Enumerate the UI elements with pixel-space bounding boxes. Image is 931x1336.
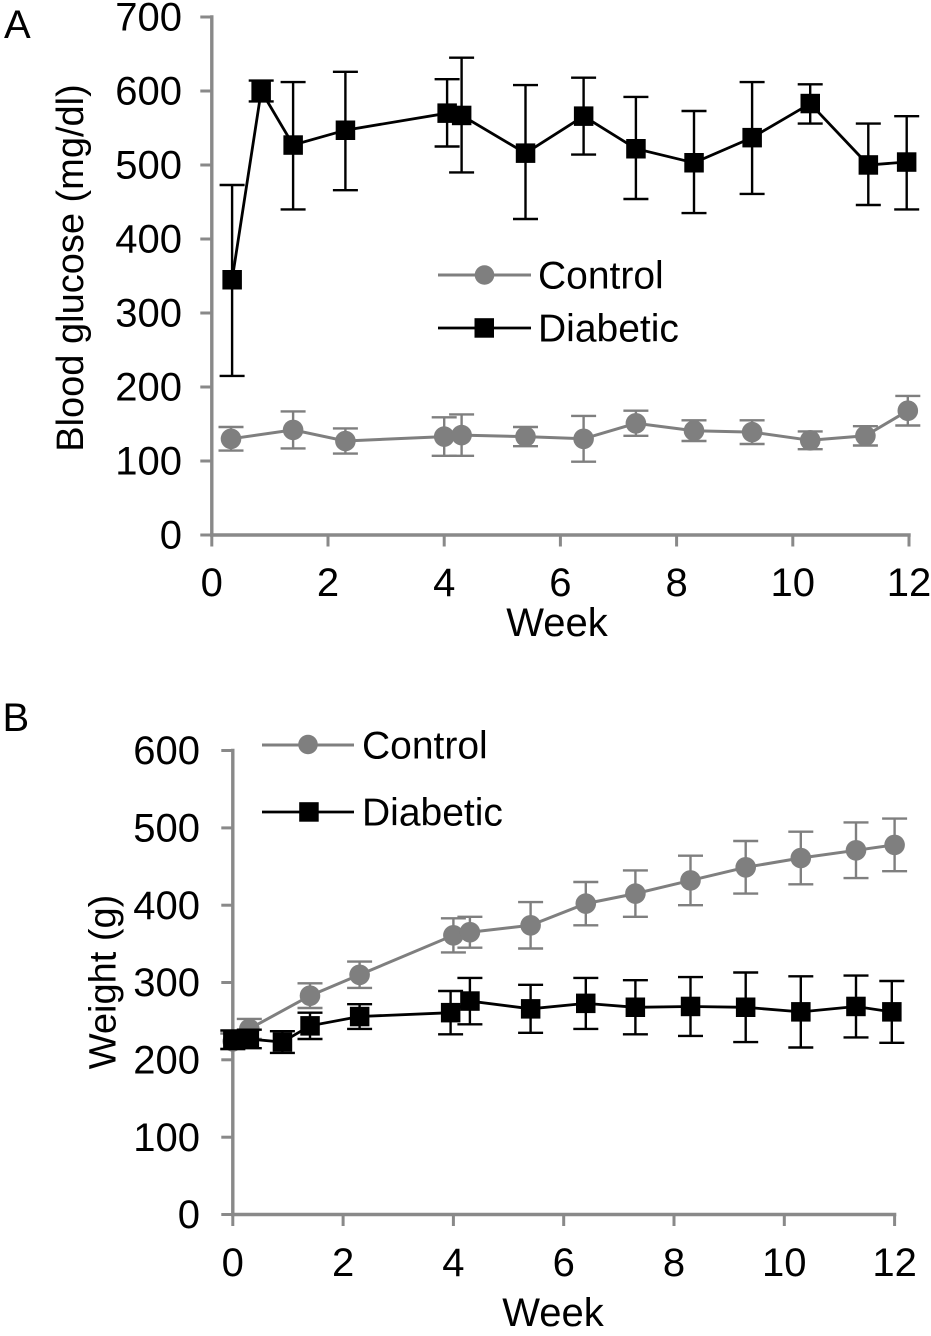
svg-text:0: 0 — [178, 1193, 200, 1237]
svg-text:12: 12 — [887, 561, 931, 605]
svg-text:A: A — [4, 3, 31, 47]
svg-text:2: 2 — [317, 561, 339, 605]
svg-text:Weight (g): Weight (g) — [83, 895, 125, 1070]
svg-text:Diabetic: Diabetic — [538, 308, 679, 351]
svg-text:200: 200 — [133, 1038, 200, 1082]
svg-text:Control: Control — [538, 255, 664, 298]
svg-text:300: 300 — [115, 292, 182, 336]
svg-text:Control: Control — [362, 725, 488, 768]
svg-text:2: 2 — [332, 1241, 354, 1285]
svg-text:0: 0 — [160, 514, 182, 558]
svg-text:Week: Week — [502, 1291, 605, 1335]
svg-text:300: 300 — [133, 961, 200, 1005]
svg-text:4: 4 — [433, 561, 455, 605]
svg-text:200: 200 — [115, 366, 182, 410]
svg-text:Blood glucose (mg/dl): Blood glucose (mg/dl) — [50, 84, 92, 452]
svg-text:600: 600 — [115, 70, 182, 114]
svg-text:6: 6 — [553, 1241, 575, 1285]
svg-text:400: 400 — [133, 884, 200, 928]
svg-text:500: 500 — [133, 807, 200, 851]
svg-text:500: 500 — [115, 144, 182, 188]
svg-text:0: 0 — [222, 1241, 244, 1285]
svg-text:4: 4 — [442, 1241, 464, 1285]
svg-text:Diabetic: Diabetic — [362, 792, 503, 835]
svg-text:6: 6 — [549, 561, 571, 605]
svg-text:600: 600 — [133, 729, 200, 773]
svg-text:400: 400 — [115, 218, 182, 262]
svg-text:100: 100 — [115, 440, 182, 484]
svg-text:100: 100 — [133, 1116, 200, 1160]
svg-text:10: 10 — [771, 561, 816, 605]
svg-text:700: 700 — [115, 0, 182, 40]
svg-text:B: B — [3, 696, 30, 740]
svg-text:8: 8 — [665, 561, 687, 605]
svg-text:Week: Week — [506, 601, 609, 645]
svg-text:12: 12 — [872, 1241, 917, 1285]
svg-text:8: 8 — [663, 1241, 685, 1285]
svg-text:10: 10 — [762, 1241, 807, 1285]
svg-text:0: 0 — [201, 561, 223, 605]
